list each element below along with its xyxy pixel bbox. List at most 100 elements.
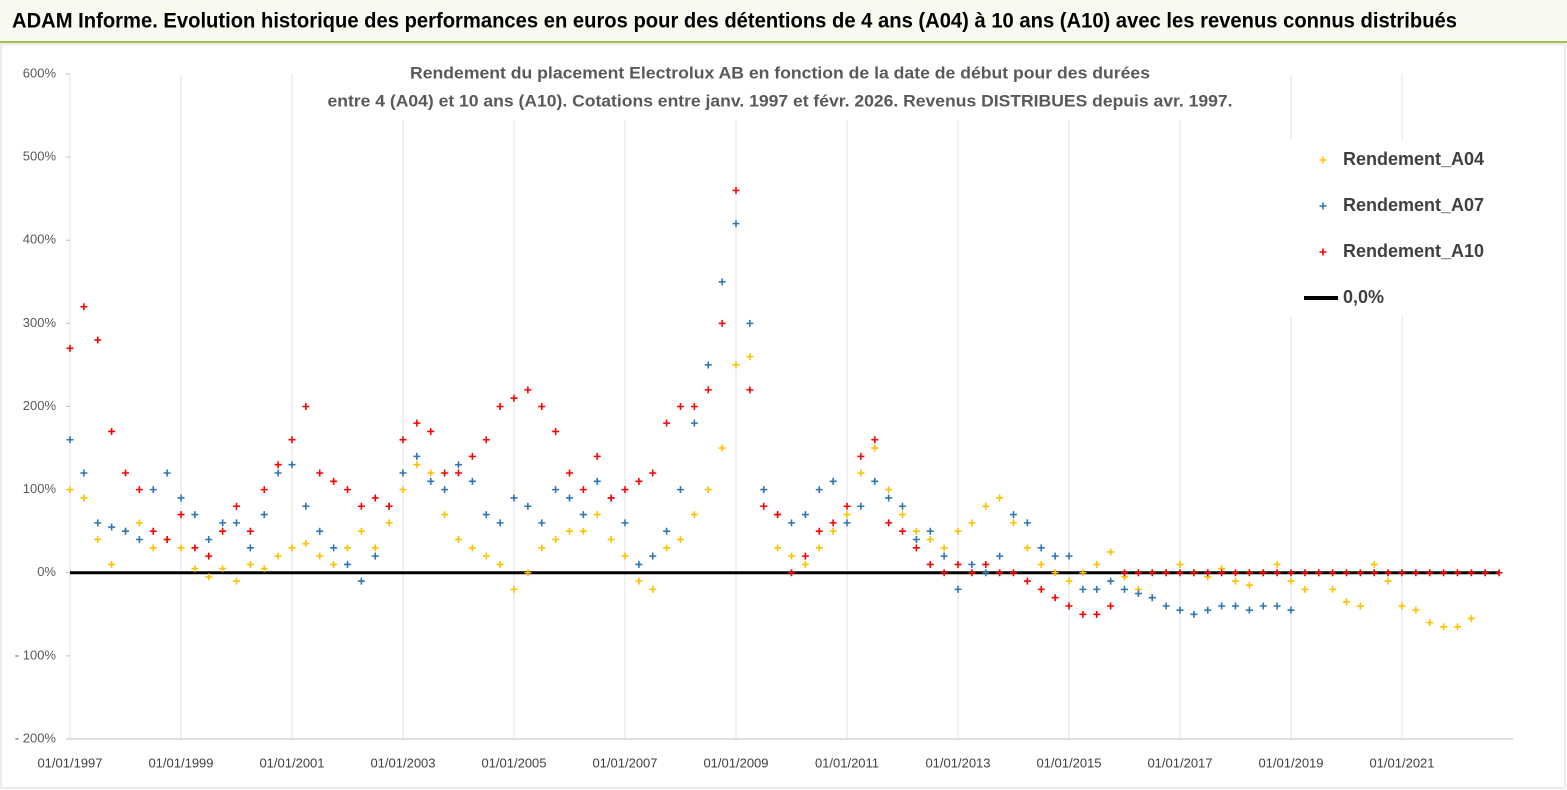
point [316,469,324,477]
point [1148,569,1156,577]
point [1134,569,1142,577]
x-tick-label: 01/01/2001 [259,755,324,770]
point [690,419,698,427]
point [593,511,601,519]
point [135,519,143,527]
point [968,519,976,527]
point [163,536,171,543]
point [566,494,573,502]
point [302,502,310,510]
point [1467,569,1475,577]
point [829,519,837,527]
point [1079,585,1087,593]
point [427,469,435,477]
point [843,519,851,527]
point [718,319,726,327]
point [1398,569,1406,577]
legend-label: Rendement_A10 [1343,241,1484,261]
point [246,560,254,568]
point [302,540,310,548]
point [635,477,643,485]
point [246,527,254,535]
point [233,577,240,585]
point [274,552,282,560]
point [80,469,88,477]
point [899,527,906,535]
point [413,452,421,460]
point [1093,610,1101,618]
plot [66,186,1503,631]
point [566,527,573,535]
point [191,565,199,573]
point [801,560,809,568]
point [1440,623,1448,631]
point [788,569,795,577]
point [677,403,684,410]
point [538,544,546,552]
legend-swatch [1319,202,1327,210]
point [1273,602,1281,610]
point [1037,560,1045,568]
point [621,486,629,494]
point [122,527,129,535]
point [357,502,365,510]
point [940,569,948,577]
point [552,536,560,543]
point [704,486,712,494]
y-tick-label: 400% [23,232,57,247]
y-tick-label: - 200% [15,730,57,745]
point [177,544,185,552]
point [1093,560,1101,568]
point [677,536,684,543]
page-header: ADAM Informe. Evolution historique des p… [12,10,1457,33]
point [912,527,920,535]
point [954,585,962,593]
point [441,486,449,494]
point [149,486,157,494]
point [66,344,74,352]
point [510,585,518,593]
point [635,577,643,585]
point [1343,598,1350,606]
point [593,477,601,485]
point [649,585,657,593]
point [1481,569,1489,577]
point [926,527,934,535]
point [760,502,768,510]
point [1301,585,1309,593]
point [1426,569,1434,577]
point [1162,602,1170,610]
x-tick-label: 01/01/2007 [592,755,657,770]
point [1356,569,1364,577]
point [663,527,671,535]
point [260,511,268,519]
point [260,565,268,573]
point [482,436,490,444]
point [1204,569,1212,577]
y-tick-label: 600% [23,65,57,80]
point [399,436,407,444]
point [1426,619,1434,627]
point [357,577,365,585]
point [177,511,185,519]
point [788,519,795,527]
point [205,573,213,581]
chart-title: entre 4 (A04) et 10 ans (A10). Cotations… [328,91,1233,110]
point [1023,577,1031,585]
point [1023,519,1031,527]
point [260,486,268,494]
point [649,552,657,560]
point [1232,602,1239,610]
point [288,544,296,552]
point [66,436,74,444]
point [1010,569,1017,577]
point [1301,569,1309,577]
point [1356,602,1364,610]
x-tick-label: 01/01/2009 [703,755,768,770]
point [538,403,546,410]
point [1051,569,1059,577]
point [524,386,532,394]
point [413,419,421,427]
point [371,494,379,502]
point [1148,594,1156,602]
